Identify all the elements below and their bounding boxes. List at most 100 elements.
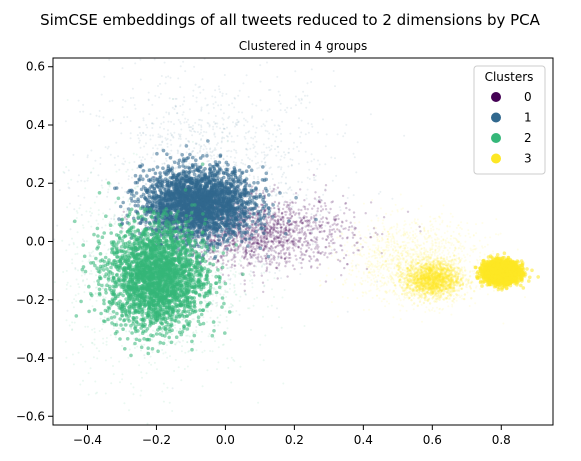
data-point [449, 241, 451, 244]
data-point [353, 253, 356, 256]
data-point [178, 341, 181, 344]
data-point [96, 295, 99, 298]
data-point [276, 307, 278, 310]
data-point [297, 150, 300, 153]
data-point [187, 126, 190, 129]
data-point [353, 215, 356, 219]
data-point [377, 270, 380, 273]
data-point [405, 231, 408, 234]
data-point [404, 243, 407, 246]
data-point [454, 296, 457, 299]
data-point [299, 273, 302, 276]
data-point [402, 231, 405, 234]
data-point [372, 235, 375, 238]
data-point [214, 302, 217, 305]
data-point [369, 284, 372, 287]
data-point [399, 246, 402, 249]
data-point [375, 288, 378, 291]
data-point [477, 261, 479, 264]
data-point [373, 254, 376, 257]
data-point [382, 249, 385, 252]
data-point [168, 97, 171, 100]
data-point [222, 123, 225, 126]
data-point [199, 149, 202, 152]
data-point [102, 212, 105, 215]
data-point [393, 251, 396, 254]
data-point [226, 155, 229, 158]
data-point [291, 239, 294, 242]
data-point [407, 262, 409, 265]
data-point [226, 139, 229, 142]
data-point [297, 194, 300, 197]
data-point [135, 153, 138, 156]
data-point [381, 260, 384, 262]
data-point [318, 220, 321, 224]
data-point [150, 363, 153, 366]
data-point [489, 236, 492, 239]
data-point [300, 102, 303, 105]
data-point [251, 116, 253, 119]
data-point [66, 206, 69, 209]
data-point [307, 122, 310, 125]
data-point [276, 257, 279, 260]
data-point [279, 109, 282, 112]
data-point [132, 393, 135, 396]
data-point [277, 221, 280, 224]
data-point [115, 170, 118, 173]
data-point [324, 208, 328, 211]
data-point [408, 223, 411, 226]
data-point [318, 279, 321, 282]
data-point [142, 119, 145, 122]
data-point [429, 215, 432, 218]
data-point [216, 317, 219, 319]
data-point [388, 228, 391, 231]
data-point [424, 250, 427, 253]
data-point [229, 240, 232, 243]
data-point [390, 240, 393, 243]
data-point [306, 82, 309, 85]
data-point [269, 185, 271, 188]
data-point [324, 224, 327, 227]
data-point [425, 238, 428, 240]
data-point [409, 253, 412, 255]
data-point [468, 260, 471, 263]
data-point [252, 271, 255, 274]
data-point [188, 148, 191, 151]
data-point [203, 299, 206, 302]
data-point [171, 98, 174, 100]
data-point [246, 142, 249, 145]
data-point [325, 274, 328, 277]
data-point [265, 120, 268, 123]
data-point [90, 255, 93, 258]
data-point [280, 166, 283, 169]
data-point [172, 136, 175, 139]
data-point [383, 253, 386, 256]
data-point [191, 173, 194, 176]
data-point [74, 253, 77, 256]
data-point [116, 291, 118, 294]
data-point [253, 145, 256, 148]
data-point [142, 117, 145, 120]
data-point [167, 340, 170, 343]
data-point [336, 315, 339, 318]
data-point [397, 251, 399, 254]
data-point [207, 112, 210, 115]
data-point [94, 380, 97, 383]
data-point [209, 154, 212, 157]
data-point [125, 218, 128, 221]
data-point [211, 350, 214, 353]
data-point [211, 293, 214, 295]
data-point [290, 107, 293, 110]
data-point [200, 340, 202, 343]
data-point [148, 361, 151, 364]
data-point [237, 94, 240, 97]
data-point [443, 245, 446, 247]
data-point [222, 293, 225, 296]
data-point [221, 257, 224, 260]
data-point [293, 141, 295, 144]
data-point [300, 261, 303, 265]
data-point [235, 151, 238, 154]
data-point [445, 256, 448, 259]
data-point [242, 246, 245, 249]
data-point [242, 266, 245, 269]
